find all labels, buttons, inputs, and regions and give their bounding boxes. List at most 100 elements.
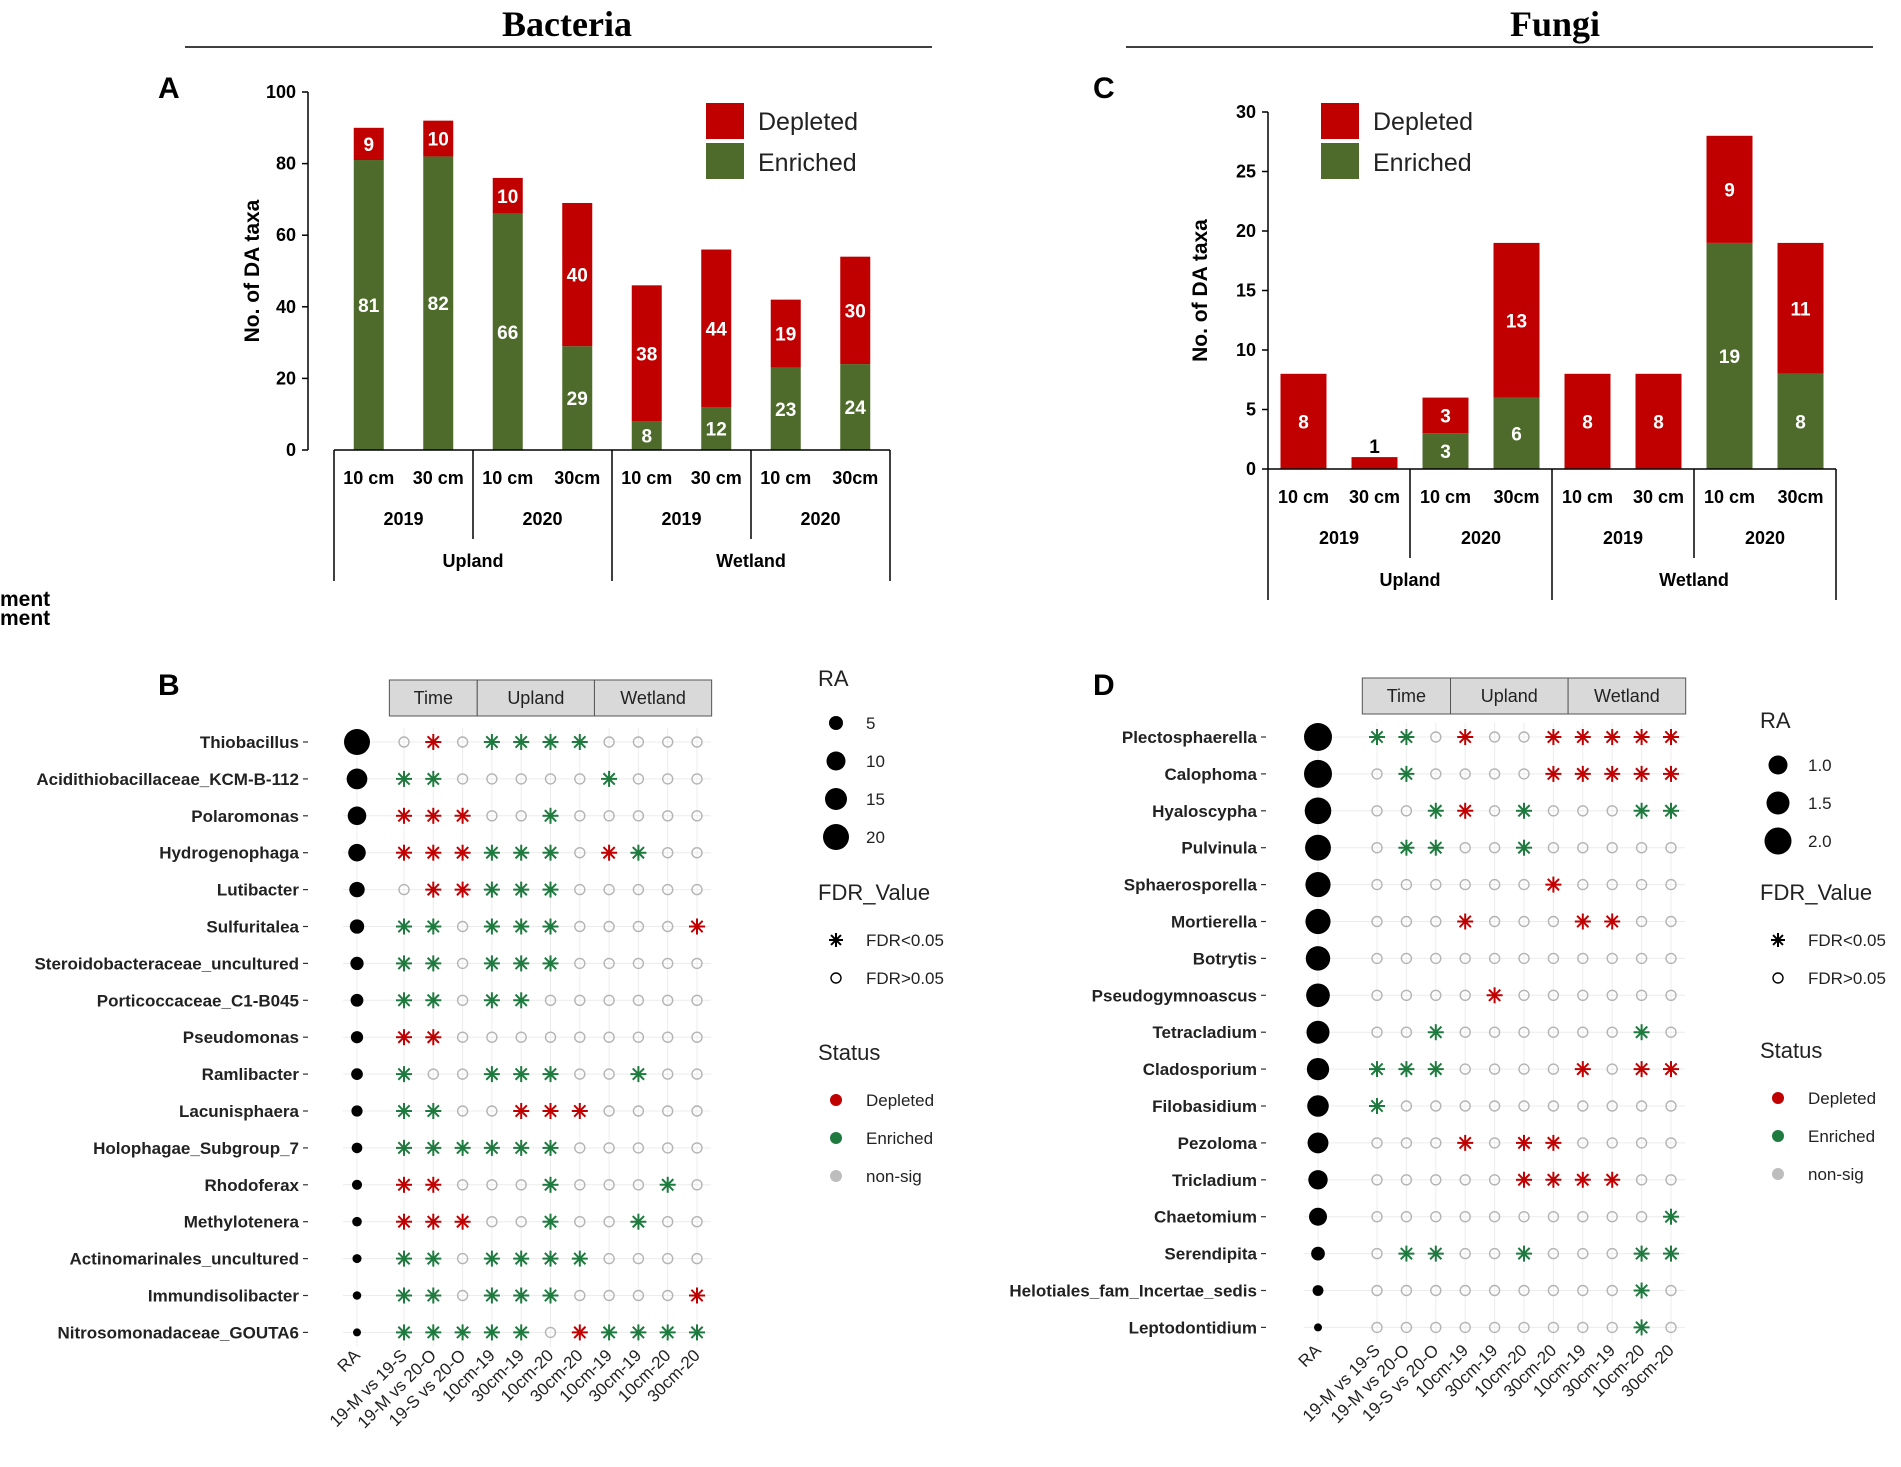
significant-star-marker: [542, 955, 559, 972]
nonsig-marker: [1665, 1026, 1677, 1038]
bar-depleted: [1422, 397, 1469, 434]
star-stroke: [456, 883, 469, 896]
nonsig-marker: [1635, 989, 1648, 1001]
nonsig-marker: [1488, 1063, 1501, 1075]
star-stroke: [1772, 934, 1784, 946]
y-axis-title: No. of DA taxa: [1189, 219, 1212, 362]
star-stroke: [1429, 1025, 1443, 1039]
star-stroke: [632, 1215, 645, 1229]
significant-star-marker: [396, 1250, 412, 1267]
nonsig-marker: [1430, 989, 1442, 1001]
star-stroke: [602, 846, 616, 860]
facet-strip: [1361, 677, 1452, 715]
fdr-legend-open-circle: [830, 972, 842, 984]
nonsig-marker: [1577, 842, 1589, 854]
significant-star-marker: [425, 918, 442, 935]
bar-value-enriched: 3: [1440, 442, 1451, 463]
taxon-label: Ramlibacter: [202, 1065, 300, 1084]
bar-value-enriched: 12: [706, 420, 727, 441]
nonsig-marker: [632, 1289, 645, 1302]
nonsig-marker: [544, 1326, 557, 1339]
bar-value-depleted: 19: [775, 325, 796, 346]
nonsig-marker: [1371, 805, 1383, 817]
legend-label-enriched: Enriched: [1373, 149, 1472, 177]
nonsig-marker: [1400, 878, 1413, 891]
star-stroke: [1605, 730, 1619, 744]
nonsig-marker: [1400, 1321, 1413, 1334]
significant-star-marker: [542, 918, 559, 935]
star-stroke: [632, 1326, 645, 1339]
nonsig-marker: [691, 1215, 703, 1228]
star-stroke: [830, 934, 842, 946]
significant-star-marker: [1633, 1282, 1650, 1299]
star-stroke: [485, 883, 499, 896]
bar-depleted: [1706, 135, 1753, 243]
bar-enriched: [631, 421, 662, 450]
significant-star-marker: [1398, 765, 1415, 782]
nonsig-marker: [1371, 915, 1383, 928]
nonsig-marker: [1547, 1210, 1560, 1223]
nonsig-marker: [1665, 1174, 1677, 1186]
significant-star-marker: [483, 992, 500, 1009]
nonsig-marker: [691, 847, 703, 859]
ra-dot: [349, 919, 365, 934]
nonsig-marker: [1400, 952, 1413, 965]
star-stroke: [1429, 1062, 1443, 1076]
significant-star-marker: [571, 1103, 588, 1119]
y-tick-label: 60: [276, 225, 296, 245]
nonsig-marker: [1606, 1247, 1618, 1260]
nonsig-marker: [691, 1142, 703, 1154]
nonsig-marker: [1400, 1137, 1413, 1149]
ra-dot: [350, 956, 364, 971]
significant-star-marker: [630, 1213, 647, 1230]
star-stroke: [426, 846, 440, 860]
significant-star-marker: [1633, 1319, 1650, 1336]
nonsig-marker: [1547, 842, 1560, 854]
nonsig-marker: [427, 1068, 439, 1080]
ra-dot: [1306, 1057, 1330, 1081]
significant-star-marker: [630, 844, 647, 861]
star-stroke: [632, 846, 645, 860]
significant-star-marker: [542, 844, 559, 861]
taxon-label: Holophagae_Subgroup_7: [93, 1139, 299, 1158]
nonsig-marker: [574, 1142, 586, 1154]
significant-star-marker: [425, 1029, 442, 1046]
star-stroke: [485, 846, 499, 860]
taxon-label: Mortierella: [1171, 913, 1258, 932]
nonsig-marker: [1635, 915, 1648, 928]
panel-letter-d: D: [1093, 669, 1115, 702]
bar-depleted: [1493, 242, 1540, 398]
nonsig-marker: [456, 1179, 469, 1191]
significant-star-marker: [1574, 913, 1591, 930]
bar-depleted: [1351, 457, 1398, 469]
significant-star-marker: [1604, 729, 1621, 745]
nonsig-marker: [1518, 1321, 1530, 1334]
star-stroke: [485, 1067, 499, 1081]
nonsig-marker: [1547, 915, 1560, 928]
nonsig-marker: [456, 1289, 469, 1302]
nonsig-marker: [1577, 1100, 1589, 1112]
nonsig-marker: [1518, 989, 1530, 1001]
ra-dot: [1304, 723, 1332, 751]
y-tick-label: 15: [1236, 281, 1256, 301]
star-stroke: [1458, 730, 1472, 744]
status-legend-title: Status: [1760, 1038, 1822, 1063]
bar-depleted: [353, 127, 384, 161]
nonsig-marker: [515, 810, 527, 822]
nonsig-marker: [1518, 731, 1530, 743]
nonsig-marker: [1635, 878, 1648, 891]
significant-star-marker: [601, 1324, 618, 1341]
star-stroke: [544, 1141, 557, 1155]
star-stroke: [1429, 841, 1443, 855]
nonsig-marker: [1459, 768, 1471, 780]
star-stroke: [1635, 804, 1648, 818]
x-category-label: 30cm: [832, 468, 878, 488]
nonsig-marker: [574, 773, 586, 785]
status-legend-dot: [830, 1170, 842, 1182]
star-stroke: [1400, 730, 1413, 744]
significant-star-marker: [425, 1213, 442, 1230]
year-label: 2020: [522, 509, 562, 529]
panel-letter-a: A: [158, 72, 180, 105]
year-label: 2019: [661, 509, 701, 529]
nonsig-marker: [632, 883, 645, 896]
